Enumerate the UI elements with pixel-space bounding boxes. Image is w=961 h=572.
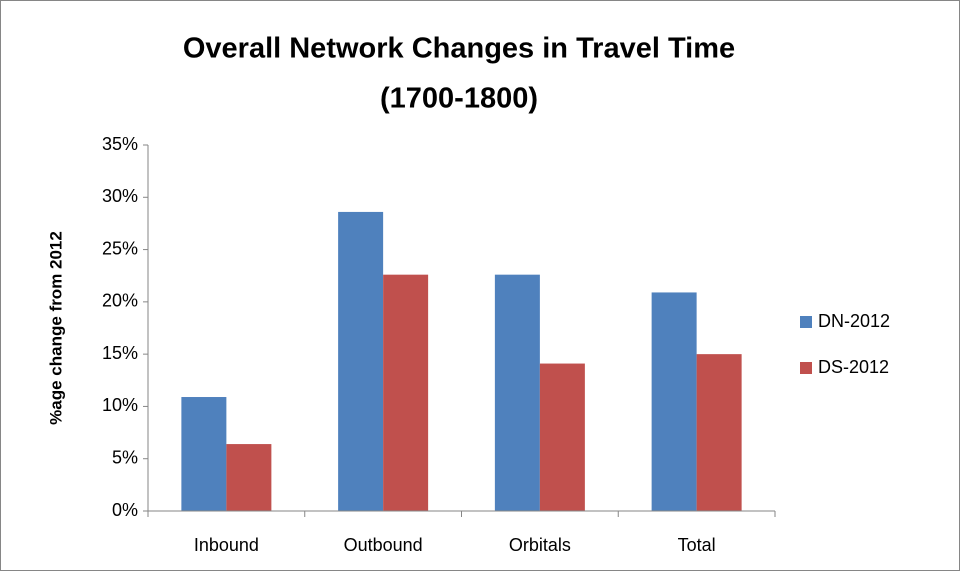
bar — [696, 354, 742, 511]
legend-label: DN-2012 — [818, 311, 890, 331]
bar — [338, 211, 384, 511]
legend-label: DS-2012 — [818, 357, 889, 377]
chart-subtitle: (1700-1800) — [380, 83, 538, 115]
x-tick-label: Outbound — [344, 535, 423, 555]
legend-swatch — [800, 316, 812, 328]
y-tick-label: 0% — [112, 500, 138, 520]
bar — [494, 274, 540, 511]
bar — [539, 363, 585, 511]
x-tick-label: Total — [678, 535, 716, 555]
bar — [181, 397, 227, 511]
bar — [383, 274, 429, 511]
y-tick-label: 30% — [102, 186, 138, 206]
bar — [226, 444, 272, 511]
y-tick-label: 20% — [102, 291, 138, 311]
y-axis-label: %age change from 2012 — [46, 231, 65, 425]
y-tick-label: 25% — [102, 238, 138, 258]
y-tick-label: 10% — [102, 395, 138, 415]
bar — [651, 292, 697, 511]
y-tick-label: 35% — [102, 134, 138, 154]
x-tick-label: Orbitals — [509, 535, 571, 555]
chart-title: Overall Network Changes in Travel Time — [183, 33, 735, 65]
y-tick-label: 15% — [102, 343, 138, 363]
legend-swatch — [800, 362, 812, 374]
y-tick-label: 5% — [112, 447, 138, 467]
x-tick-label: Inbound — [194, 535, 259, 555]
